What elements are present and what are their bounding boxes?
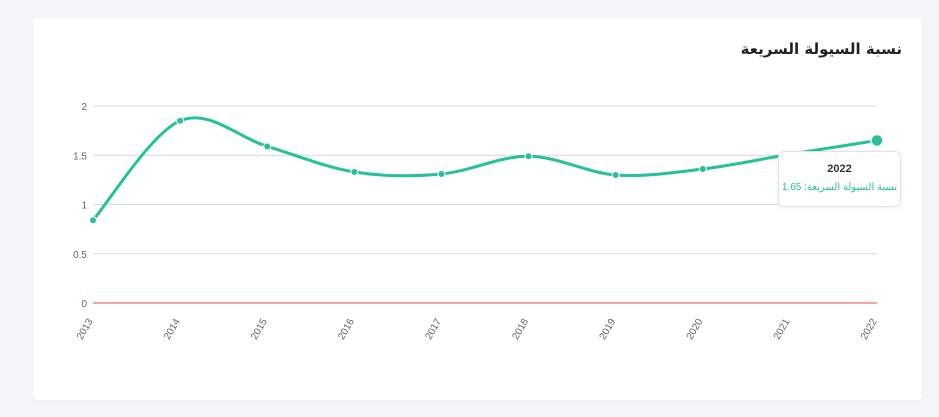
data-point xyxy=(437,169,446,178)
chart-tooltip: 2022 نسبة السيولة السريعة: 1.65 xyxy=(778,151,901,207)
y-tick-label: 2 xyxy=(81,102,87,113)
series-line xyxy=(91,116,879,222)
data-point xyxy=(870,133,884,148)
x-tick-label: 2014 xyxy=(162,317,183,342)
chart-card: نسبة السيولة السريعة 0 0.5 1 1.5 2 2013 2014 20… xyxy=(33,18,922,400)
line-chart: 0 0.5 1 1.5 2 2013 2014 2015 2016 2017 2018 2019 202… xyxy=(73,102,884,342)
x-tick-label: 2019 xyxy=(598,317,619,342)
tooltip-value: نسبة السيولة السريعة: 1.65 xyxy=(781,182,898,193)
x-tick-label: 2013 xyxy=(75,317,96,342)
data-point xyxy=(176,116,185,125)
y-tick-label: 1.5 xyxy=(73,151,87,162)
x-tick-label: 2018 xyxy=(511,317,532,342)
x-tick-label: 2015 xyxy=(249,317,270,342)
x-tick-label: 2020 xyxy=(685,317,706,342)
x-tick-label: 2022 xyxy=(859,317,880,342)
y-tick-label: 1 xyxy=(81,201,87,212)
tooltip-year: 2022 xyxy=(827,163,852,175)
data-point xyxy=(89,216,97,225)
y-tick-label: 0 xyxy=(81,299,87,310)
x-tick-label: 2017 xyxy=(423,317,444,342)
chart-title: نسبة السيولة السريعة xyxy=(740,40,902,58)
data-point xyxy=(524,152,533,161)
x-tick-label: 2021 xyxy=(772,317,793,342)
data-point xyxy=(611,170,620,179)
data-point xyxy=(263,142,272,151)
x-tick-label: 2016 xyxy=(336,317,357,342)
y-tick-label: 0.5 xyxy=(73,250,87,261)
data-point xyxy=(350,167,359,176)
data-point xyxy=(698,165,707,174)
